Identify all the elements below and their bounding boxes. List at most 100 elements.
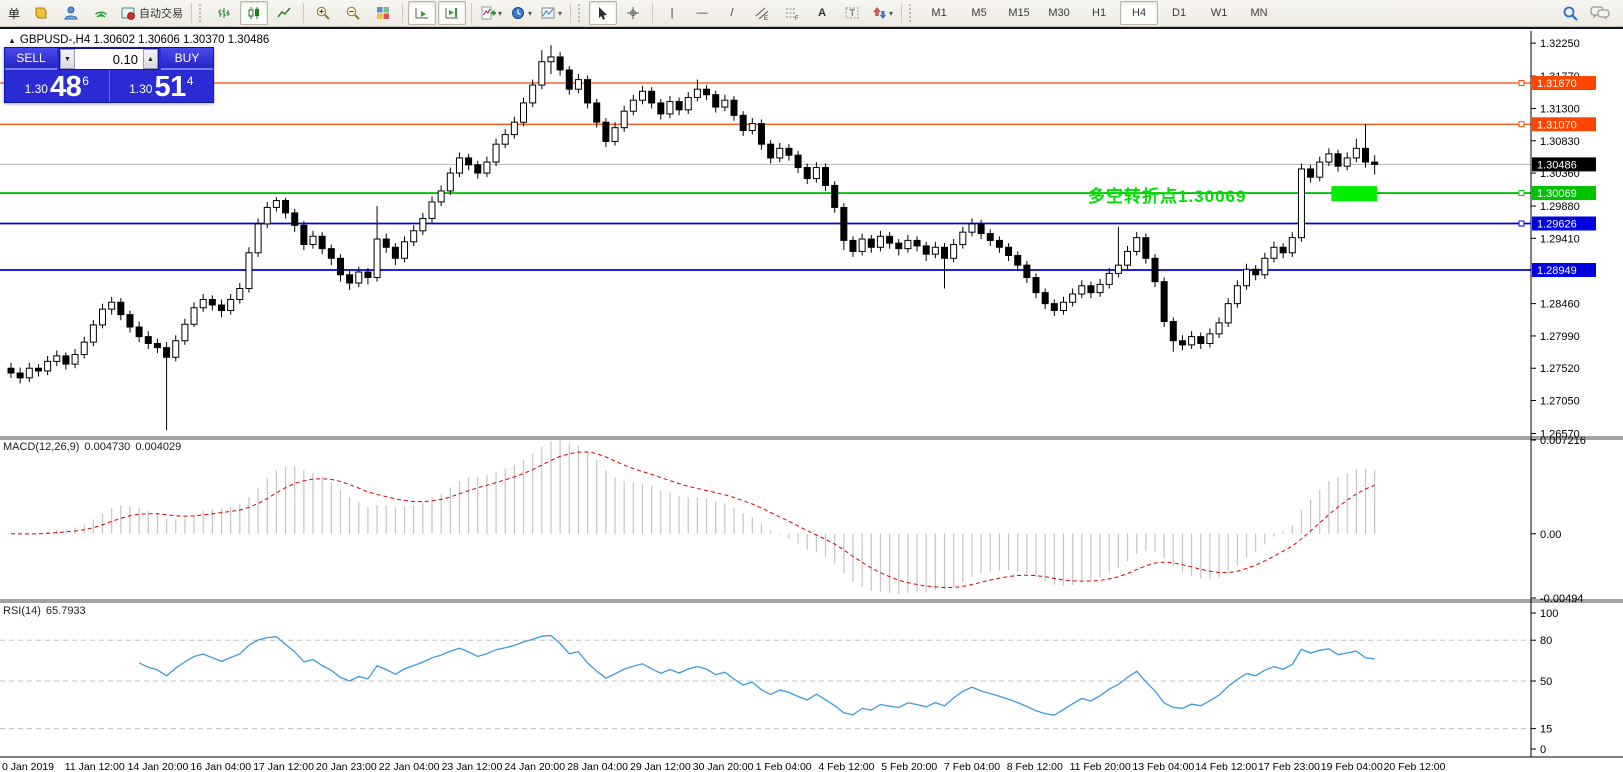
price-tag	[1532, 263, 1596, 278]
timeframe-d1[interactable]: D1	[1172, 7, 1187, 19]
svg-text:50: 50	[1540, 676, 1552, 688]
svg-text:100: 100	[1540, 608, 1558, 620]
volume-input[interactable]	[75, 49, 143, 69]
trendline-tool-icon[interactable]: /	[730, 7, 734, 19]
sell-price[interactable]: 1.30 48 6	[5, 70, 110, 102]
community-icon[interactable]	[57, 1, 85, 25]
arrows-tool-icon[interactable]: ▾	[868, 1, 896, 25]
svg-text:1.29626: 1.29626	[1537, 219, 1577, 231]
chart-title: ▲ GBPUSD-,H4 1.30602 1.30606 1.30370 1.30…	[8, 34, 269, 46]
tile-windows-icon[interactable]	[369, 1, 397, 25]
vertical-line-tool-icon[interactable]: |	[670, 7, 674, 19]
buy-price[interactable]: 1.30 51 4	[129, 71, 194, 104]
chevron-down-icon: ▾	[558, 8, 563, 18]
timeframe-mn[interactable]: MN	[1250, 7, 1268, 19]
top-toolbar: 单 自动交易 ▾ ▾ ▾ | — /	[0, 0, 1623, 27]
chevron-down-icon: ▾	[528, 8, 533, 18]
timeframe-w1[interactable]: W1	[1210, 7, 1228, 19]
svg-text:1.31300: 1.31300	[1540, 103, 1580, 115]
autotrading-button[interactable]: 自动交易	[117, 2, 186, 24]
price-tag	[1532, 76, 1596, 91]
svg-text:24 Jan 20:00: 24 Jan 20:00	[504, 761, 565, 772]
svg-text:8 Feb 12:00: 8 Feb 12:00	[1007, 761, 1063, 772]
svg-text:30 Jan 20:00: 30 Jan 20:00	[693, 761, 754, 772]
price-tag	[1532, 186, 1596, 201]
svg-text:-0.00494: -0.00494	[1540, 593, 1583, 605]
auto-scroll-icon[interactable]	[408, 1, 436, 25]
macd-signal-line	[10, 451, 1375, 588]
volume-stepper: ▼ ▲	[59, 48, 159, 70]
timeframe-m1[interactable]: M1	[931, 7, 947, 19]
svg-text:1.28460: 1.28460	[1540, 299, 1580, 311]
signal-icon[interactable]	[87, 1, 115, 25]
svg-text:29 Jan 12:00: 29 Jan 12:00	[630, 761, 691, 772]
timeframe-m15[interactable]: M15	[1008, 7, 1030, 19]
svg-text:F: F	[795, 16, 799, 21]
svg-text:0.00: 0.00	[1540, 529, 1561, 541]
svg-text:16 Jan 04:00: 16 Jan 04:00	[190, 761, 251, 772]
line-handle	[1518, 190, 1525, 197]
svg-text:1.27520: 1.27520	[1540, 363, 1580, 375]
zoom-out-icon[interactable]	[339, 1, 367, 25]
timeframe-h4[interactable]: H4	[1120, 1, 1159, 25]
crosshair-icon[interactable]	[619, 1, 647, 25]
rsi-line	[138, 634, 1375, 716]
svg-text:15: 15	[1540, 724, 1552, 736]
svg-text:28 Jan 04:00: 28 Jan 04:00	[567, 761, 628, 772]
price-tags: 1.31670 1.31070 1.30069 1.29626 1.28949 1.304…	[1532, 76, 1596, 278]
svg-text:1.31070: 1.31070	[1537, 119, 1577, 131]
candlestick-mode-icon[interactable]	[240, 1, 268, 25]
price-axis[interactable]: 1.322501.317701.313001.308301.303601.298…	[1530, 31, 1586, 757]
macd-main-value: 0.004730	[84, 441, 131, 453]
buy-button[interactable]: BUY	[161, 48, 213, 70]
chevron-down-icon: ▾	[498, 8, 503, 18]
svg-text:1.27990: 1.27990	[1540, 331, 1580, 343]
templates-icon[interactable]: ▾	[537, 1, 565, 25]
volume-increase-button[interactable]: ▲	[143, 49, 158, 69]
chart-shift-icon[interactable]	[438, 1, 466, 25]
indicators-icon[interactable]: ▾	[477, 1, 505, 25]
search-icon[interactable]	[1556, 1, 1584, 25]
svg-text:17 Jan 12:00: 17 Jan 12:00	[253, 761, 314, 772]
svg-text:80: 80	[1540, 635, 1552, 647]
chat-icon[interactable]	[1586, 1, 1614, 25]
rsi-indicator	[0, 634, 1531, 730]
collapse-icon[interactable]: ▲	[8, 36, 16, 45]
time-axis[interactable]: 0 Jan 2019 11 Jan 12:00 14 Jan 20:00 16 Jan…	[2, 761, 1446, 772]
quotes-icon	[35, 7, 47, 19]
text-label-tool-icon[interactable]: T	[838, 1, 866, 25]
svg-text:5 Feb 20:00: 5 Feb 20:00	[881, 761, 937, 772]
annotation-box[interactable]	[1331, 186, 1378, 202]
sell-button[interactable]: SELL	[5, 48, 57, 70]
cursor-icon[interactable]	[589, 1, 618, 25]
svg-text:1.27050: 1.27050	[1540, 396, 1580, 408]
channel-tool-icon[interactable]: E	[748, 1, 776, 25]
new-order-button[interactable]: 单	[3, 2, 25, 24]
svg-text:1 Feb 04:00: 1 Feb 04:00	[756, 761, 812, 772]
fibonacci-tool-icon[interactable]: F	[778, 1, 806, 25]
svg-text:4 Feb 12:00: 4 Feb 12:00	[818, 761, 874, 772]
macd-indicator	[10, 440, 1376, 594]
chevron-down-icon: ▾	[889, 8, 894, 18]
price-tag	[1532, 157, 1596, 172]
pane-separators	[0, 436, 1623, 758]
chart-canvas[interactable]: 1.322501.317701.313001.308301.303601.298…	[0, 29, 1623, 772]
zoom-in-icon[interactable]	[309, 1, 337, 25]
svg-text:13 Feb 04:00: 13 Feb 04:00	[1132, 761, 1194, 772]
volume-decrease-button[interactable]: ▼	[60, 49, 75, 69]
timeframe-h1[interactable]: H1	[1092, 7, 1107, 19]
svg-text:14 Feb 12:00: 14 Feb 12:00	[1195, 761, 1257, 772]
chart-title-text: GBPUSD-,H4 1.30602 1.30606 1.30370 1.304…	[19, 34, 270, 46]
line-chart-mode-icon[interactable]	[270, 1, 298, 25]
timeframe-m5[interactable]: M5	[971, 7, 987, 19]
bar-chart-mode-icon[interactable]	[210, 1, 238, 25]
periods-icon[interactable]: ▾	[507, 1, 535, 25]
svg-text:1.31670: 1.31670	[1537, 78, 1577, 90]
timeframe-m30[interactable]: M30	[1048, 7, 1070, 19]
svg-text:1.28949: 1.28949	[1537, 265, 1577, 277]
svg-text:0.007216: 0.007216	[1540, 435, 1586, 447]
text-tool-icon[interactable]: A	[818, 7, 827, 19]
horizontal-line-tool-icon[interactable]: —	[696, 7, 708, 19]
quotes-icon[interactable]	[27, 1, 55, 25]
